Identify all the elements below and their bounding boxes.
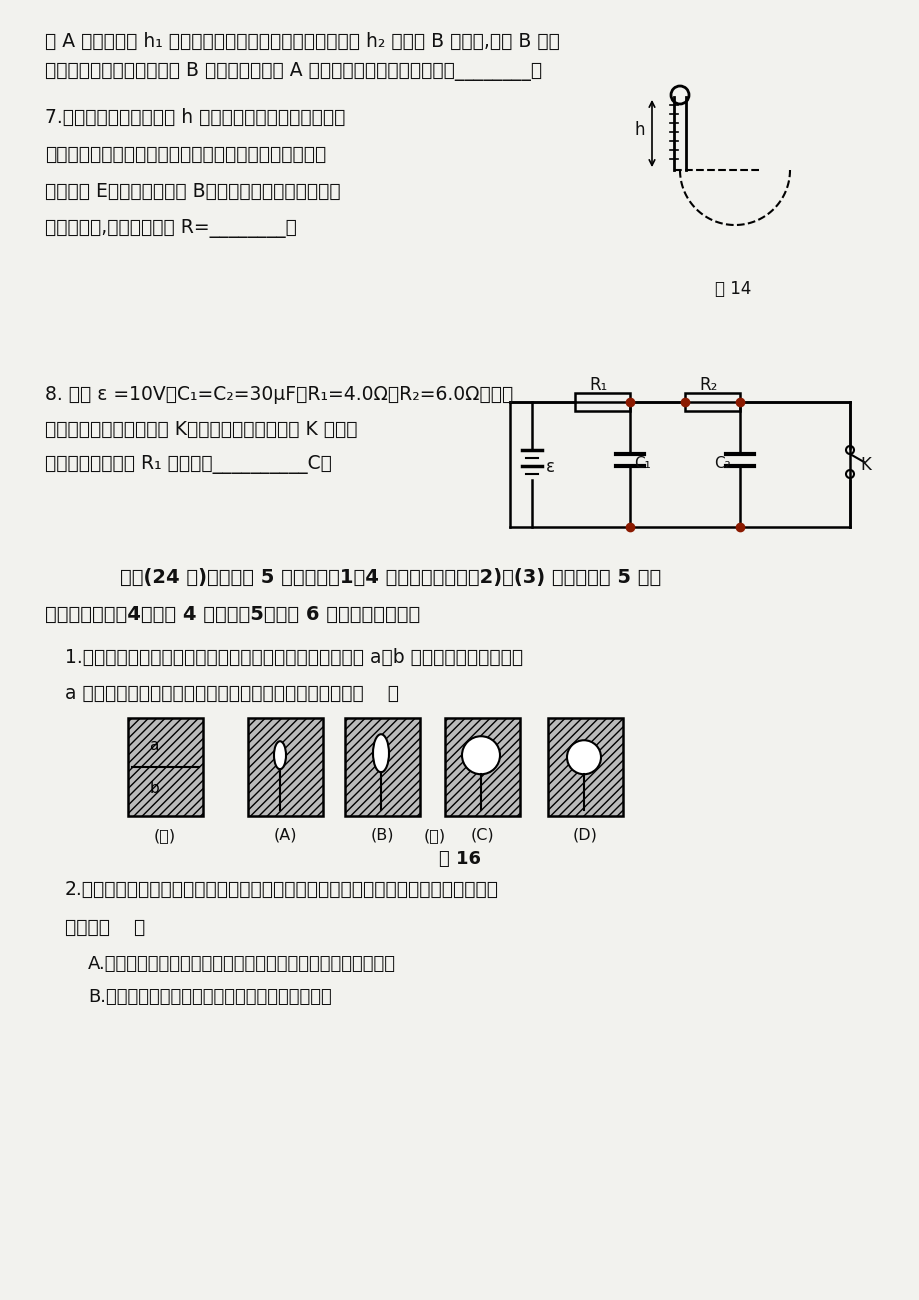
Text: R₁: R₁ xyxy=(588,376,607,394)
Text: B.每次改变小车的质量时，不需要重新平衡摩擦力: B.每次改变小车的质量时，不需要重新平衡摩擦力 xyxy=(88,988,332,1006)
Text: A.平衡摩擦力时，应将装沙的小桶用细绳通过定滑轮系在小车上: A.平衡摩擦力时，应将装沙的小桶用细绳通过定滑轮系在小车上 xyxy=(88,956,395,972)
Text: a: a xyxy=(150,738,159,753)
Text: 场强度为 E，磁感应强度为 B，已知液滴在此区域中作匀: 场强度为 E，磁感应强度为 B，已知液滴在此区域中作匀 xyxy=(45,182,340,202)
Circle shape xyxy=(461,736,499,775)
Circle shape xyxy=(566,740,600,775)
Text: (C): (C) xyxy=(470,828,494,842)
Bar xyxy=(685,393,739,411)
Bar xyxy=(548,718,622,816)
Text: C₂: C₂ xyxy=(713,456,730,471)
Text: h: h xyxy=(634,121,644,139)
Ellipse shape xyxy=(274,741,286,770)
Text: 物体一瞬时冲量，使物体从 B 点沿原路返回到 A 点，需给物体的最小冲量值是________。: 物体一瞬时冲量，使物体从 B 点沿原路返回到 A 点，需给物体的最小冲量值是__… xyxy=(45,62,541,81)
Bar xyxy=(445,718,519,816)
Text: K: K xyxy=(859,456,870,474)
Ellipse shape xyxy=(372,734,389,772)
Text: 电场与匀强磁场互相垂直的区域，磁场方向垂直纸面，电: 电场与匀强磁场互相垂直的区域，磁场方向垂直纸面，电 xyxy=(45,146,326,164)
Text: 内阻可忽略。先闭合开关 K，待电路稳定后，再将 K 断开，: 内阻可忽略。先闭合开关 K，待电路稳定后，再将 K 断开， xyxy=(45,420,357,439)
Text: 8. 图中 ε =10V，C₁=C₂=30μF，R₁=4.0Ω，R₂=6.0Ω，电池: 8. 图中 ε =10V，C₁=C₂=30μF，R₁=4.0Ω，R₂=6.0Ω，… xyxy=(45,385,513,404)
Bar xyxy=(248,718,323,816)
Bar xyxy=(128,718,203,816)
Text: R₂: R₂ xyxy=(698,376,717,394)
Text: 图 14: 图 14 xyxy=(714,280,751,298)
Text: 图 16: 图 16 xyxy=(438,850,481,868)
Text: 误的是（    ）: 误的是（ ） xyxy=(65,918,145,937)
Text: (B): (B) xyxy=(369,828,393,842)
Text: 7.如图所示，带电液滴从 h 高处自由落下，进入一个匀强: 7.如图所示，带电液滴从 h 高处自由落下，进入一个匀强 xyxy=(45,108,345,127)
Text: 1.图（甲）金属框上阴影部分表示肥皂膜，它被棉线分割成 a、b 两部分，若将肥皂膜的: 1.图（甲）金属框上阴影部分表示肥皂膜，它被棉线分割成 a、b 两部分，若将肥皂… xyxy=(65,647,523,667)
Bar xyxy=(574,393,630,411)
Text: 2.在验证牛顿第二定律关于作用力一定时，加速度与质量成反比的实验中，以下做法错: 2.在验证牛顿第二定律关于作用力一定时，加速度与质量成反比的实验中，以下做法错 xyxy=(65,880,498,900)
Text: (乙): (乙) xyxy=(424,828,446,842)
Bar xyxy=(345,718,420,816)
Text: (A): (A) xyxy=(273,828,297,842)
Text: C₁: C₁ xyxy=(633,456,650,471)
Text: ε: ε xyxy=(545,458,554,476)
Text: 速圆周运动,则圆周的半径 R=________。: 速圆周运动,则圆周的半径 R=________。 xyxy=(45,218,297,238)
Text: a 部分用热针刺破，棉线的形状是图（乙）中的哪一个？（    ）: a 部分用热针刺破，棉线的形状是图（乙）中的哪一个？（ ） xyxy=(65,684,399,703)
Text: 则断开后流过电阻 R₁ 的电量为__________C。: 则断开后流过电阻 R₁ 的电量为__________C。 xyxy=(45,455,332,474)
Text: 四、(24 分)本大题共 5 小题。第（1）4 分是单选题。第（2)、(3) 小题每小题 5 分，: 四、(24 分)本大题共 5 小题。第（1）4 分是单选题。第（2)、(3) 小… xyxy=(119,568,661,588)
Text: (D): (D) xyxy=(572,828,596,842)
Text: b: b xyxy=(149,781,159,796)
Text: (甲): (甲) xyxy=(153,828,176,842)
Text: 从 A 点沿斜面从 h₁ 高处下滑到地面后又沿另一斜面上滑到 h₂ 高处的 B 点停止,若在 B 点给: 从 A 点沿斜面从 h₁ 高处下滑到地面后又沿另一斜面上滑到 h₂ 高处的 B … xyxy=(45,32,560,51)
Text: 是多选题。第（4）小题 4 分，第（5）小题 6 分，都是填空题。: 是多选题。第（4）小题 4 分，第（5）小题 6 分，都是填空题。 xyxy=(45,604,420,624)
